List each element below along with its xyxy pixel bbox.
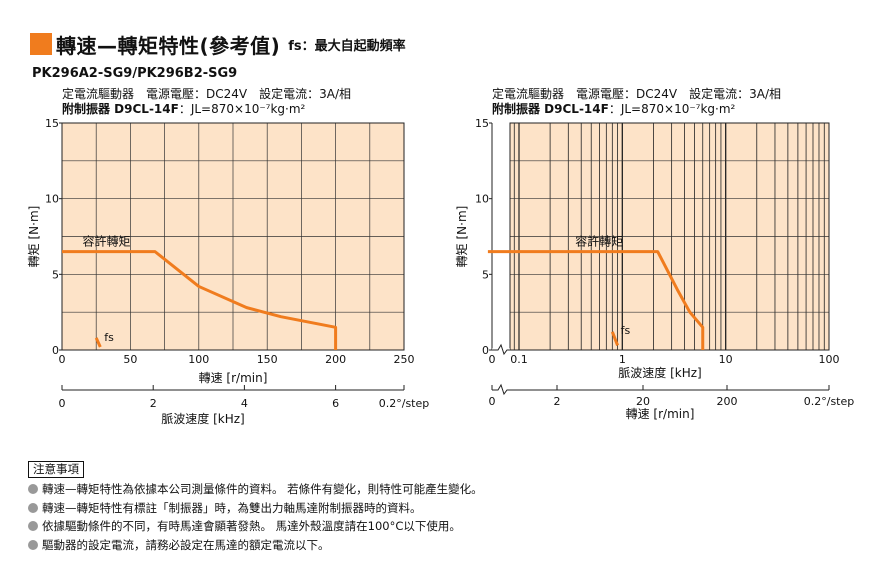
note-item: 轉速—轉矩特性有標註「制振器」時，為雙出力軸馬達附制振器時的資料。 <box>28 499 483 518</box>
left-xtick-label: 150 <box>257 353 278 366</box>
right-fs-mark <box>610 331 620 347</box>
right-ytick-label: 5 <box>482 268 489 281</box>
right-x2axis-label: 轉速 [r/min] <box>626 407 695 421</box>
right-plot-frame <box>509 122 830 351</box>
note-item: 轉速—轉矩特性為依據本公司測量條件的資料。 若條件有變化，則特性可能產生變化。 <box>28 480 483 499</box>
right-xtick-label: 10 <box>719 353 733 366</box>
left-ytick-label: 10 <box>45 193 59 206</box>
left-fs-label: fs <box>104 331 114 344</box>
left-plot-area <box>62 123 404 350</box>
left-chart-info: 定電流驅動器 電源電壓：DC24V 設定電流：3A/相 附制振器 D9CL-14… <box>62 87 351 117</box>
right-fs-label: fs <box>621 324 631 337</box>
right-x2tick-label: 0.2°/step <box>804 395 855 408</box>
left-yaxis-label: 轉矩 [N·m] <box>27 206 41 268</box>
left-xtick-label: 250 <box>394 353 415 366</box>
right-plot-area <box>510 123 829 350</box>
left-xtick-label: 200 <box>325 353 346 366</box>
right-x2tick-label: 0 <box>489 395 496 408</box>
left-x2tick-label: 4 <box>241 397 248 410</box>
left-x2tick-label: 2 <box>150 397 157 410</box>
right-ytick-label: 0 <box>482 344 489 357</box>
right-chart-info: 定電流驅動器 電源電壓：DC24V 設定電流：3A/相 附制振器 D9CL-14… <box>492 87 781 117</box>
left-x2tick-label: 6 <box>332 397 339 410</box>
right-yaxis-label: 轉矩 [N·m] <box>455 206 469 268</box>
note-item: 驅動器的設定電流，請務必設定在馬達的額定電流以下。 <box>28 536 483 555</box>
left-info-line2-bold: 附制振器 D9CL-14F <box>62 102 179 116</box>
right-x2tick-label: 200 <box>717 395 738 408</box>
left-xaxis-label: 轉速 [r/min] <box>199 371 268 385</box>
left-x2tick-label: 0.2°/step <box>379 397 430 410</box>
fs-note: fs：最大自起動頻率 <box>288 38 406 54</box>
right-xtick-label: 100 <box>819 353 840 366</box>
right-info-line2-bold: 附制振器 D9CL-14F <box>492 102 609 116</box>
model-number: PK296A2-SG9/PK296B2-SG9 <box>32 66 238 81</box>
right-ytick-label: 15 <box>475 117 489 130</box>
notes-section: 注意事項 轉速—轉矩特性為依據本公司測量條件的資料。 若條件有變化，則特性可能產… <box>28 460 483 554</box>
note-item: 依據驅動條件的不同，有時馬達會顯著發熱。 馬達外殼溫度請在100°C以下使用。 <box>28 517 483 536</box>
section-header: 轉速—轉矩特性(參考值) fs：最大自起動頻率 <box>30 30 406 58</box>
right-x2tick-label: 20 <box>636 395 650 408</box>
left-torque-curve <box>62 250 338 350</box>
left-x2tick-label: 0 <box>59 397 66 410</box>
left-series-label: 容許轉矩 <box>83 234 131 249</box>
left-x2axis-label: 脈波速度 [kHz] <box>161 411 244 426</box>
left-ytick-label: 5 <box>52 268 59 281</box>
right-series-label: 容許轉矩 <box>575 234 623 249</box>
left-info-line1: 定電流驅動器 電源電壓：DC24V 設定電流：3A/相 <box>62 87 351 101</box>
right-torque-curve <box>487 250 705 350</box>
bullet-icon <box>28 521 38 532</box>
right-info-line1: 定電流驅動器 電源電壓：DC24V 設定電流：3A/相 <box>492 87 781 101</box>
section-title: 轉速—轉矩特性(參考值) <box>56 33 281 58</box>
right-x2tick-label: 2 <box>554 395 561 408</box>
right-axis-break-icon <box>492 343 510 356</box>
right-xaxis-label: 脈波速度 [kHz] <box>618 365 701 380</box>
left-plot-frame <box>61 122 405 351</box>
left-xtick-label: 50 <box>123 353 137 366</box>
orange-square-icon <box>30 33 52 55</box>
left-xtick-label: 0 <box>59 353 66 366</box>
right-ytick-label: 10 <box>475 193 489 206</box>
bullet-icon <box>28 502 38 513</box>
right-xtick-label: 1 <box>619 353 626 366</box>
right-secondary-axis <box>492 383 829 396</box>
right-xtick-label: 0.1 <box>510 353 528 366</box>
left-xtick-label: 100 <box>188 353 209 366</box>
notes-title: 注意事項 <box>28 461 84 478</box>
left-info-line2-rest: ：JL=870×10⁻⁷kg·m² <box>178 102 306 116</box>
left-fs-mark <box>94 337 102 348</box>
left-ytick-label: 15 <box>45 117 59 130</box>
right-xtick-label: 0 <box>489 353 496 366</box>
bullet-icon <box>28 484 38 495</box>
right-info-line2-rest: ：JL=870×10⁻⁷kg·m² <box>608 102 736 116</box>
left-ytick-label: 0 <box>52 344 59 357</box>
bullet-icon <box>28 539 38 550</box>
